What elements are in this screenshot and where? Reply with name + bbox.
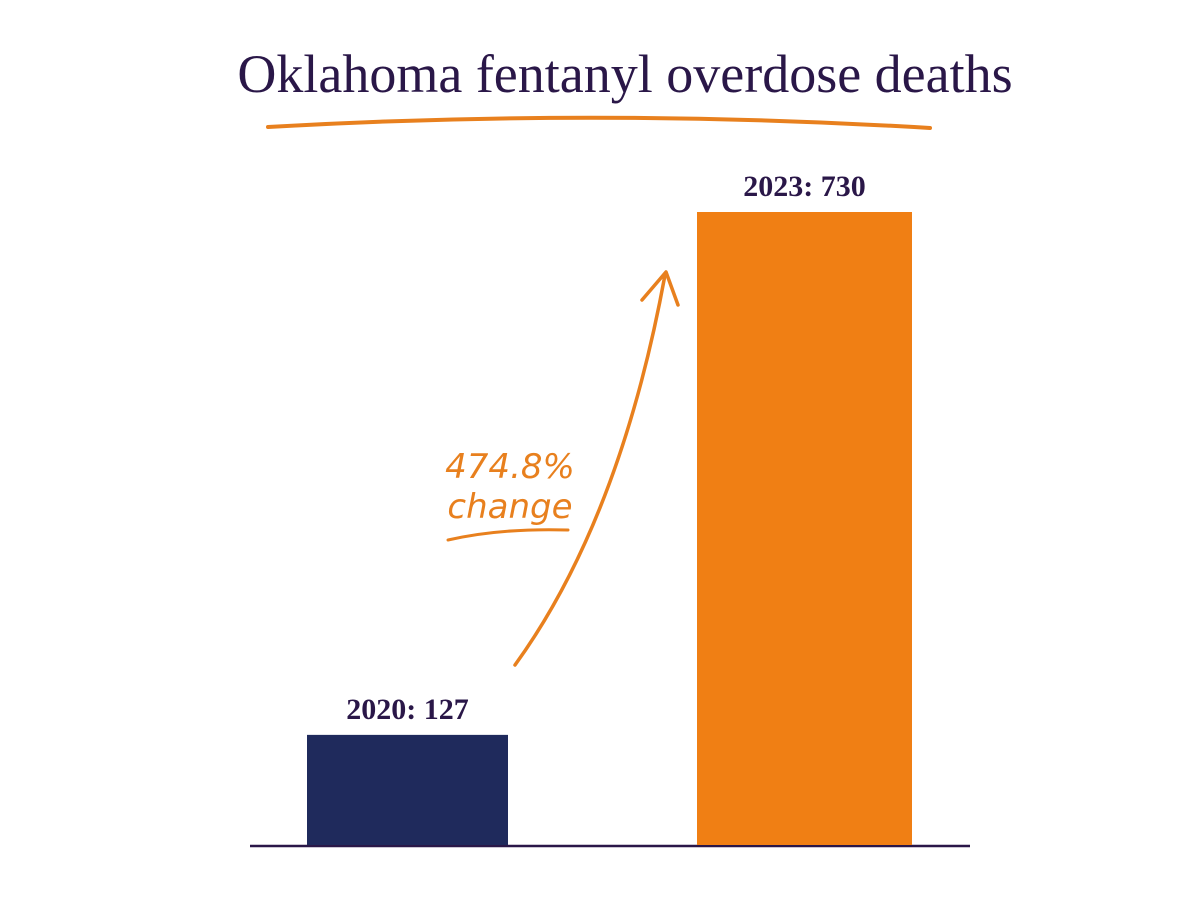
annotation: 474.8% — [445, 447, 575, 487]
value-label: 2023: 730 — [743, 170, 866, 203]
chart-title: Oklahoma fentanyl overdose deaths — [237, 44, 1012, 104]
arrow-head — [640, 270, 680, 307]
bar — [697, 212, 912, 845]
title-underline — [266, 115, 932, 130]
arrow — [513, 273, 667, 667]
annotation-underline — [446, 528, 570, 542]
value-label: 2020: 127 — [346, 693, 469, 726]
bar — [307, 734, 508, 845]
annotation: change — [447, 487, 572, 527]
